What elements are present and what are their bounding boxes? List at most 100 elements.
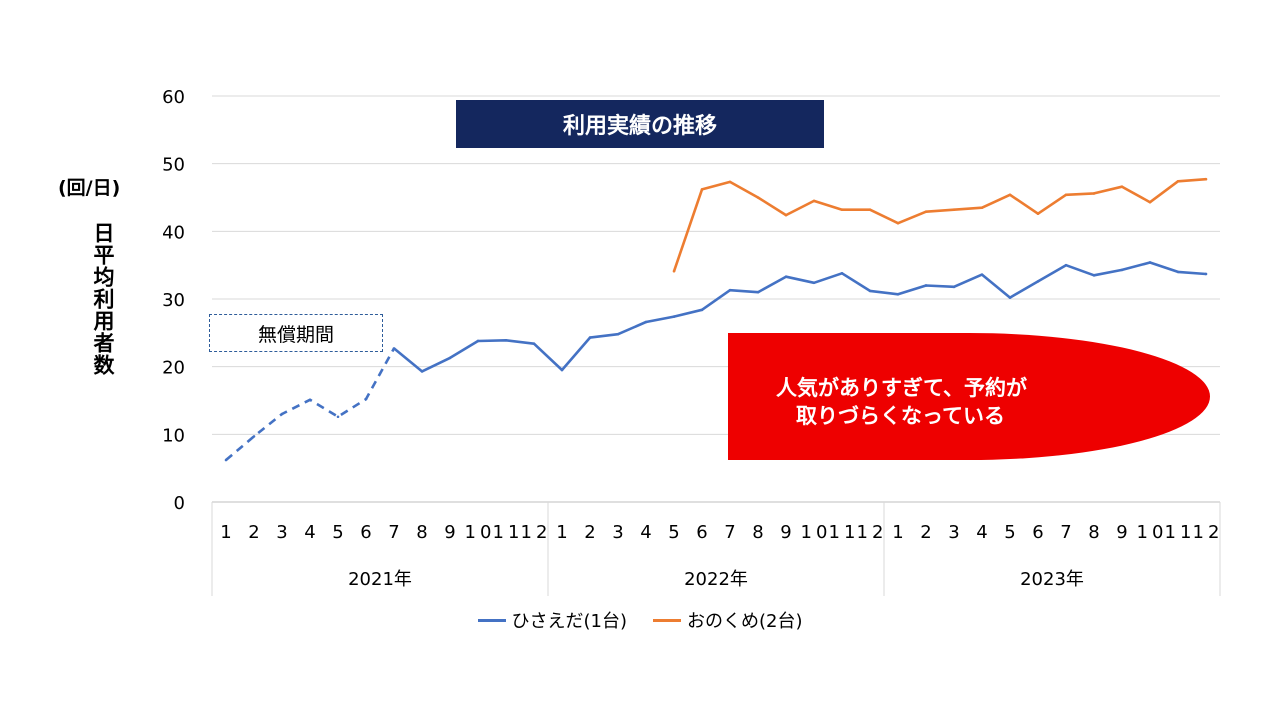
y-tick-labels: 0 10 20 30 40 50 60: [162, 87, 185, 514]
data-point: [868, 208, 872, 211]
month-label: 8: [1088, 522, 1099, 543]
series-lines: [224, 177, 1208, 462]
data-point: [812, 199, 816, 203]
month-label: 11: [829, 522, 856, 543]
x-axis: 1 2 3 4 5 6 7 8 9 10 11 12 1 2 3 4 5 6 7 8 9 10 11 12 1 2 3 4 5 6 7 8 9 1…: [211, 502, 1221, 596]
month-label: 1: [556, 522, 567, 543]
y-tick-0: 0: [174, 493, 185, 514]
month-label: 7: [1060, 522, 1071, 543]
data-point: [1148, 261, 1152, 264]
y-tick-20: 20: [162, 358, 185, 379]
data-point: [728, 180, 732, 184]
month-label: 6: [360, 522, 371, 543]
data-point: [924, 284, 928, 287]
y-tick-60: 60: [162, 87, 185, 108]
data-point: [308, 398, 312, 402]
y-tick-10: 10: [162, 425, 185, 446]
data-point: [980, 273, 984, 276]
data-point: [560, 368, 564, 372]
month-label: 9: [444, 522, 455, 543]
year-label: 2022年: [684, 569, 748, 590]
unit-label: (回/日): [58, 177, 121, 199]
month-label: 11: [1165, 522, 1192, 543]
data-point: [448, 356, 452, 360]
data-point: [1064, 193, 1068, 197]
month-label: 9: [780, 522, 791, 543]
legend-label-hisaeda: ひさえだ(1台): [511, 611, 628, 632]
data-point: [1148, 200, 1152, 204]
y-axis-label: 日平均利用者数: [91, 222, 115, 376]
data-point: [644, 320, 648, 324]
data-point: [896, 292, 900, 296]
data-point: [700, 308, 704, 312]
data-point: [924, 210, 928, 214]
month-label: 5: [668, 522, 679, 543]
month-label: 7: [388, 522, 399, 543]
chart-title: 利用実績の推移: [456, 100, 824, 148]
data-point: [840, 271, 844, 275]
month-label: 4: [976, 522, 987, 543]
year-label: 2023年: [1020, 569, 1084, 590]
month-label: 9: [1116, 522, 1127, 543]
data-point: [1036, 212, 1040, 216]
month-label: 2: [248, 522, 259, 543]
legend-item-onokume: おのくめ(2台): [653, 607, 803, 633]
data-point: [952, 208, 956, 211]
series-line-1: [672, 177, 1207, 272]
month-label: 4: [304, 522, 315, 543]
callout-line-1: 人気がありすぎて、予約が: [776, 376, 1027, 400]
data-point: [588, 336, 592, 339]
data-point: [952, 285, 956, 289]
month-label: 10: [801, 522, 828, 543]
month-label: 3: [948, 522, 959, 543]
data-point: [868, 289, 872, 293]
month-label: 12: [857, 522, 884, 543]
data-point: [672, 269, 676, 273]
data-point: [1120, 185, 1124, 188]
data-point: [532, 342, 536, 345]
data-point: [280, 412, 284, 416]
data-point: [224, 458, 228, 462]
data-point: [504, 338, 508, 342]
data-point: [1176, 179, 1180, 183]
month-label: 4: [640, 522, 651, 543]
legend-swatch-hisaeda: [477, 618, 506, 622]
series-line-0: [393, 261, 1207, 373]
month-label: 7: [724, 522, 735, 543]
data-point: [812, 281, 816, 285]
data-point: [252, 435, 256, 438]
month-label: 2: [584, 522, 595, 543]
month-label: 5: [1004, 522, 1015, 543]
month-label: 8: [752, 522, 763, 543]
data-point: [840, 208, 844, 211]
y-tick-50: 50: [162, 155, 185, 176]
free-period-annotation: 無償期間: [209, 314, 383, 352]
month-label: 2: [920, 522, 931, 543]
data-point: [1176, 270, 1180, 274]
callout-line-2: 取りづらくなっている: [796, 404, 1005, 428]
data-point: [1008, 193, 1012, 197]
gridlines: [212, 95, 1220, 503]
month-label: 3: [276, 522, 287, 543]
data-point: [784, 213, 788, 217]
popularity-callout: 人気がありすぎて、予約が 取りづらくなっている: [728, 333, 1210, 460]
month-label: 12: [1193, 522, 1220, 543]
series-line-dashed-0: [225, 347, 396, 461]
data-point: [1092, 192, 1096, 195]
legend: ひさえだ(1台) おのくめ(2台): [0, 607, 1280, 633]
data-point: [392, 347, 396, 350]
month-label: 6: [696, 522, 707, 543]
data-point: [1036, 280, 1040, 283]
data-point: [896, 221, 900, 225]
month-label: 10: [465, 522, 492, 543]
data-point: [1092, 274, 1096, 277]
y-tick-30: 30: [162, 290, 185, 311]
legend-label-onokume: おのくめ(2台): [687, 611, 803, 632]
month-label: 10: [1137, 522, 1164, 543]
data-point: [1204, 177, 1208, 181]
month-label: 5: [332, 522, 343, 543]
data-point: [616, 332, 620, 336]
month-label: 1: [220, 522, 231, 543]
data-point: [672, 315, 676, 318]
data-point: [980, 206, 984, 209]
